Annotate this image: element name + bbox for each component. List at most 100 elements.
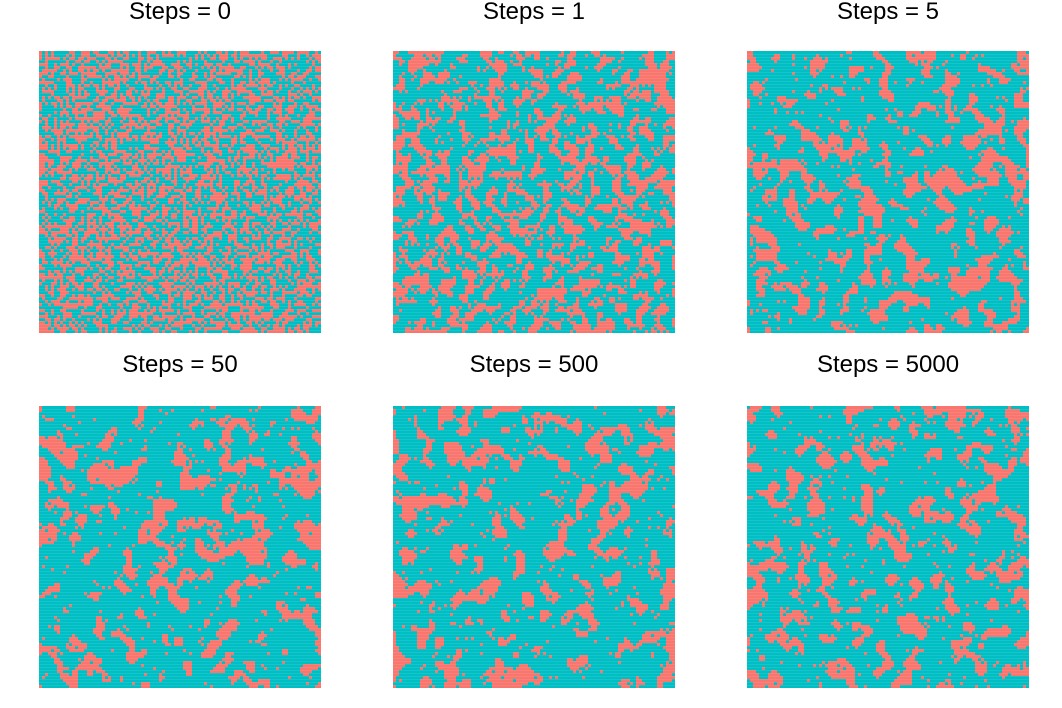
- heatmap-cell: [84, 189, 88, 193]
- heatmap-cell: [300, 153, 304, 157]
- heatmap-cell: [90, 249, 94, 253]
- heatmap-cell: [201, 189, 205, 193]
- heatmap-cell: [138, 135, 142, 139]
- heatmap-cell: [444, 63, 448, 67]
- heatmap-cell: [150, 306, 154, 310]
- row-separator: [39, 71, 321, 73]
- heatmap-cell: [198, 69, 202, 73]
- heatmap-cell: [45, 306, 49, 310]
- heatmap-cell: [180, 300, 184, 304]
- heatmap-cell: [279, 93, 283, 97]
- heatmap-cell: [99, 273, 103, 277]
- heatmap-cell: [48, 132, 52, 136]
- heatmap-cell: [222, 78, 226, 82]
- heatmap-cell: [483, 66, 487, 70]
- heatmap-cell: [228, 102, 232, 106]
- heatmap-cell: [45, 255, 49, 259]
- heatmap-cell: [54, 201, 58, 205]
- heatmap-cell: [291, 183, 295, 187]
- heatmap-cell: [243, 303, 247, 307]
- heatmap-cell: [318, 255, 321, 259]
- heatmap-cell: [66, 138, 70, 142]
- heatmap-cell: [129, 69, 133, 73]
- heatmap-cell: [171, 108, 175, 112]
- heatmap-cell: [231, 273, 235, 277]
- heatmap-cell: [270, 180, 274, 184]
- heatmap-cell: [174, 201, 178, 205]
- heatmap-cell: [90, 171, 94, 175]
- heatmap-cell: [198, 123, 202, 127]
- heatmap-cell: [447, 66, 451, 70]
- heatmap-cell: [507, 63, 511, 67]
- heatmap-cell: [267, 327, 271, 331]
- heatmap-cell: [84, 174, 88, 178]
- heatmap-cell: [222, 126, 226, 130]
- heatmap-cell: [264, 276, 268, 280]
- heatmap-cell: [441, 69, 445, 73]
- heatmap-cell: [153, 81, 157, 85]
- heatmap-cell: [69, 87, 73, 91]
- heatmap-cell: [282, 306, 286, 310]
- heatmap-cell: [102, 63, 106, 67]
- heatmap-cell: [141, 201, 145, 205]
- heatmap-cell: [216, 318, 220, 322]
- heatmap-cell: [228, 192, 232, 196]
- heatmap-cell: [132, 234, 136, 238]
- row-separator: [39, 314, 321, 316]
- heatmap-cell: [462, 63, 466, 67]
- heatmap-cell: [141, 309, 145, 313]
- heatmap-cell: [147, 330, 151, 333]
- heatmap-cell: [669, 51, 673, 55]
- heatmap-cell: [261, 216, 265, 220]
- heatmap-cell: [192, 255, 196, 259]
- heatmap-cell: [192, 294, 196, 298]
- heatmap-cell: [288, 72, 292, 76]
- heatmap-cell: [42, 111, 46, 115]
- heatmap-cell: [276, 78, 280, 82]
- heatmap-cell: [72, 69, 76, 73]
- heatmap-cell: [228, 204, 232, 208]
- heatmap-cell: [39, 99, 43, 103]
- heatmap-cell: [309, 72, 313, 76]
- heatmap-cell: [213, 237, 217, 241]
- heatmap-cell: [216, 174, 220, 178]
- heatmap-cell: [294, 204, 298, 208]
- heatmap-cell: [255, 288, 259, 292]
- heatmap-cell: [135, 252, 139, 256]
- heatmap-cell: [162, 294, 166, 298]
- heatmap-cell: [276, 255, 280, 259]
- heatmap-cell: [162, 240, 166, 244]
- heatmap-cell: [261, 186, 265, 190]
- heatmap-cell: [78, 168, 82, 172]
- heatmap-cell: [111, 186, 115, 190]
- heatmap-cell: [273, 159, 277, 163]
- heatmap-cell: [183, 324, 187, 328]
- heatmap-cell: [252, 231, 256, 235]
- heatmap-cell: [273, 108, 277, 112]
- heatmap-cell: [279, 228, 283, 232]
- heatmap-cell: [198, 234, 202, 238]
- heatmap-cell: [174, 102, 178, 106]
- heatmap-cell: [291, 117, 295, 121]
- heatmap-cell: [297, 132, 301, 136]
- heatmap-cell: [315, 273, 319, 277]
- heatmap-cell: [303, 246, 307, 250]
- heatmap-cell: [144, 240, 148, 244]
- heatmap-cell: [654, 57, 658, 61]
- heatmap-cell: [279, 267, 283, 271]
- heatmap-cell: [123, 216, 127, 220]
- heatmap-cell: [78, 174, 82, 178]
- heatmap-cell: [87, 138, 91, 142]
- heatmap-cell: [231, 183, 235, 187]
- heatmap-cell: [189, 159, 193, 163]
- heatmap-cell: [237, 78, 241, 82]
- heatmap-cell: [471, 63, 475, 67]
- heatmap-cell: [276, 171, 280, 175]
- heatmap-cell: [204, 270, 208, 274]
- heatmap-cell: [267, 210, 271, 214]
- heatmap-cell: [39, 78, 43, 82]
- heatmap-cell: [228, 105, 232, 109]
- heatmap-cell: [72, 114, 76, 118]
- heatmap-cell: [246, 309, 250, 313]
- heatmap-cell: [84, 153, 88, 157]
